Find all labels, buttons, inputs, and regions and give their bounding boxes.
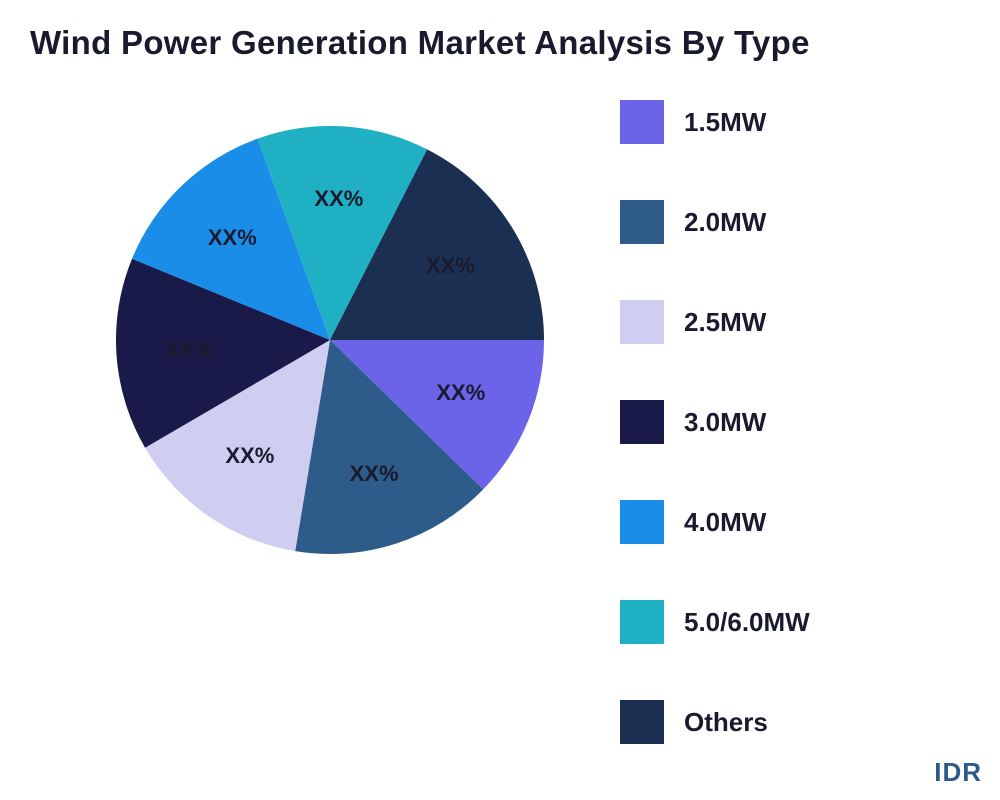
legend-swatch (620, 600, 664, 644)
legend-label: 4.0MW (684, 507, 766, 538)
legend-swatch (620, 700, 664, 744)
legend-swatch (620, 100, 664, 144)
legend-swatch (620, 300, 664, 344)
legend-item: 4.0MW (620, 500, 810, 544)
legend-label: Others (684, 707, 768, 738)
watermark: IDR (934, 757, 982, 788)
legend-item: 2.0MW (620, 200, 810, 244)
legend-label: 1.5MW (684, 107, 766, 138)
legend-label: 3.0MW (684, 407, 766, 438)
legend-label: 5.0/6.0MW (684, 607, 810, 638)
slice-label: XX% (314, 186, 363, 212)
slice-label: XX% (436, 380, 485, 406)
slice-label: XX% (208, 225, 257, 251)
legend-label: 2.5MW (684, 307, 766, 338)
legend-item: 1.5MW (620, 100, 810, 144)
slice-label: XX% (225, 443, 274, 469)
legend-swatch (620, 400, 664, 444)
legend-swatch (620, 500, 664, 544)
chart-container: Wind Power Generation Market Analysis By… (0, 0, 1000, 800)
legend-label: 2.0MW (684, 207, 766, 238)
legend-item: 3.0MW (620, 400, 810, 444)
legend-item: 2.5MW (620, 300, 810, 344)
legend: 1.5MW 2.0MW 2.5MW 3.0MW 4.0MW 5.0/6.0MW Others (620, 100, 810, 744)
slice-label: XX% (350, 461, 399, 487)
legend-item: Others (620, 700, 810, 744)
chart-title: Wind Power Generation Market Analysis By… (30, 24, 810, 62)
pie-chart: XX% XX% XX% XX% XX% XX% XX% (90, 100, 570, 580)
pie-svg (90, 100, 570, 580)
legend-swatch (620, 200, 664, 244)
slice-label: XX% (426, 253, 475, 279)
legend-item: 5.0/6.0MW (620, 600, 810, 644)
slice-label: XX% (165, 337, 214, 363)
